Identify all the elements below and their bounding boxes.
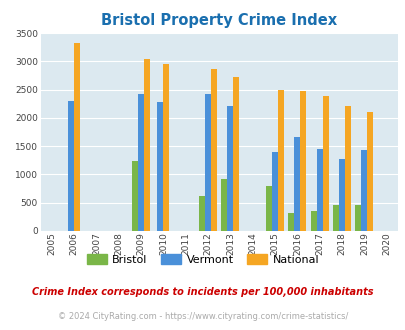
Bar (316, 149, 322, 231)
Bar (300, 91, 306, 231)
Bar (367, 112, 373, 231)
Title: Bristol Property Crime Index: Bristol Property Crime Index (101, 13, 337, 28)
Bar (221, 179, 227, 231)
Bar (163, 64, 169, 231)
Bar (322, 96, 328, 231)
Bar (265, 186, 271, 231)
Bar (132, 161, 138, 231)
Text: Crime Index corresponds to incidents per 100,000 inhabitants: Crime Index corresponds to incidents per… (32, 287, 373, 297)
Bar (68, 101, 74, 231)
Bar (344, 106, 350, 231)
Legend: Bristol, Vermont, National: Bristol, Vermont, National (82, 250, 323, 269)
Bar (338, 159, 344, 231)
Bar (271, 152, 277, 231)
Bar (138, 93, 144, 231)
Bar (227, 106, 233, 231)
Bar (310, 211, 316, 231)
Bar (360, 150, 367, 231)
Bar (294, 137, 300, 231)
Bar (144, 59, 150, 231)
Bar (205, 93, 211, 231)
Bar (157, 102, 163, 231)
Bar (354, 205, 360, 231)
Bar (332, 205, 338, 231)
Bar (233, 77, 239, 231)
Bar (277, 89, 284, 231)
Bar (211, 69, 217, 231)
Text: © 2024 CityRating.com - https://www.cityrating.com/crime-statistics/: © 2024 CityRating.com - https://www.city… (58, 312, 347, 321)
Bar (74, 43, 80, 231)
Bar (288, 214, 294, 231)
Bar (198, 196, 205, 231)
